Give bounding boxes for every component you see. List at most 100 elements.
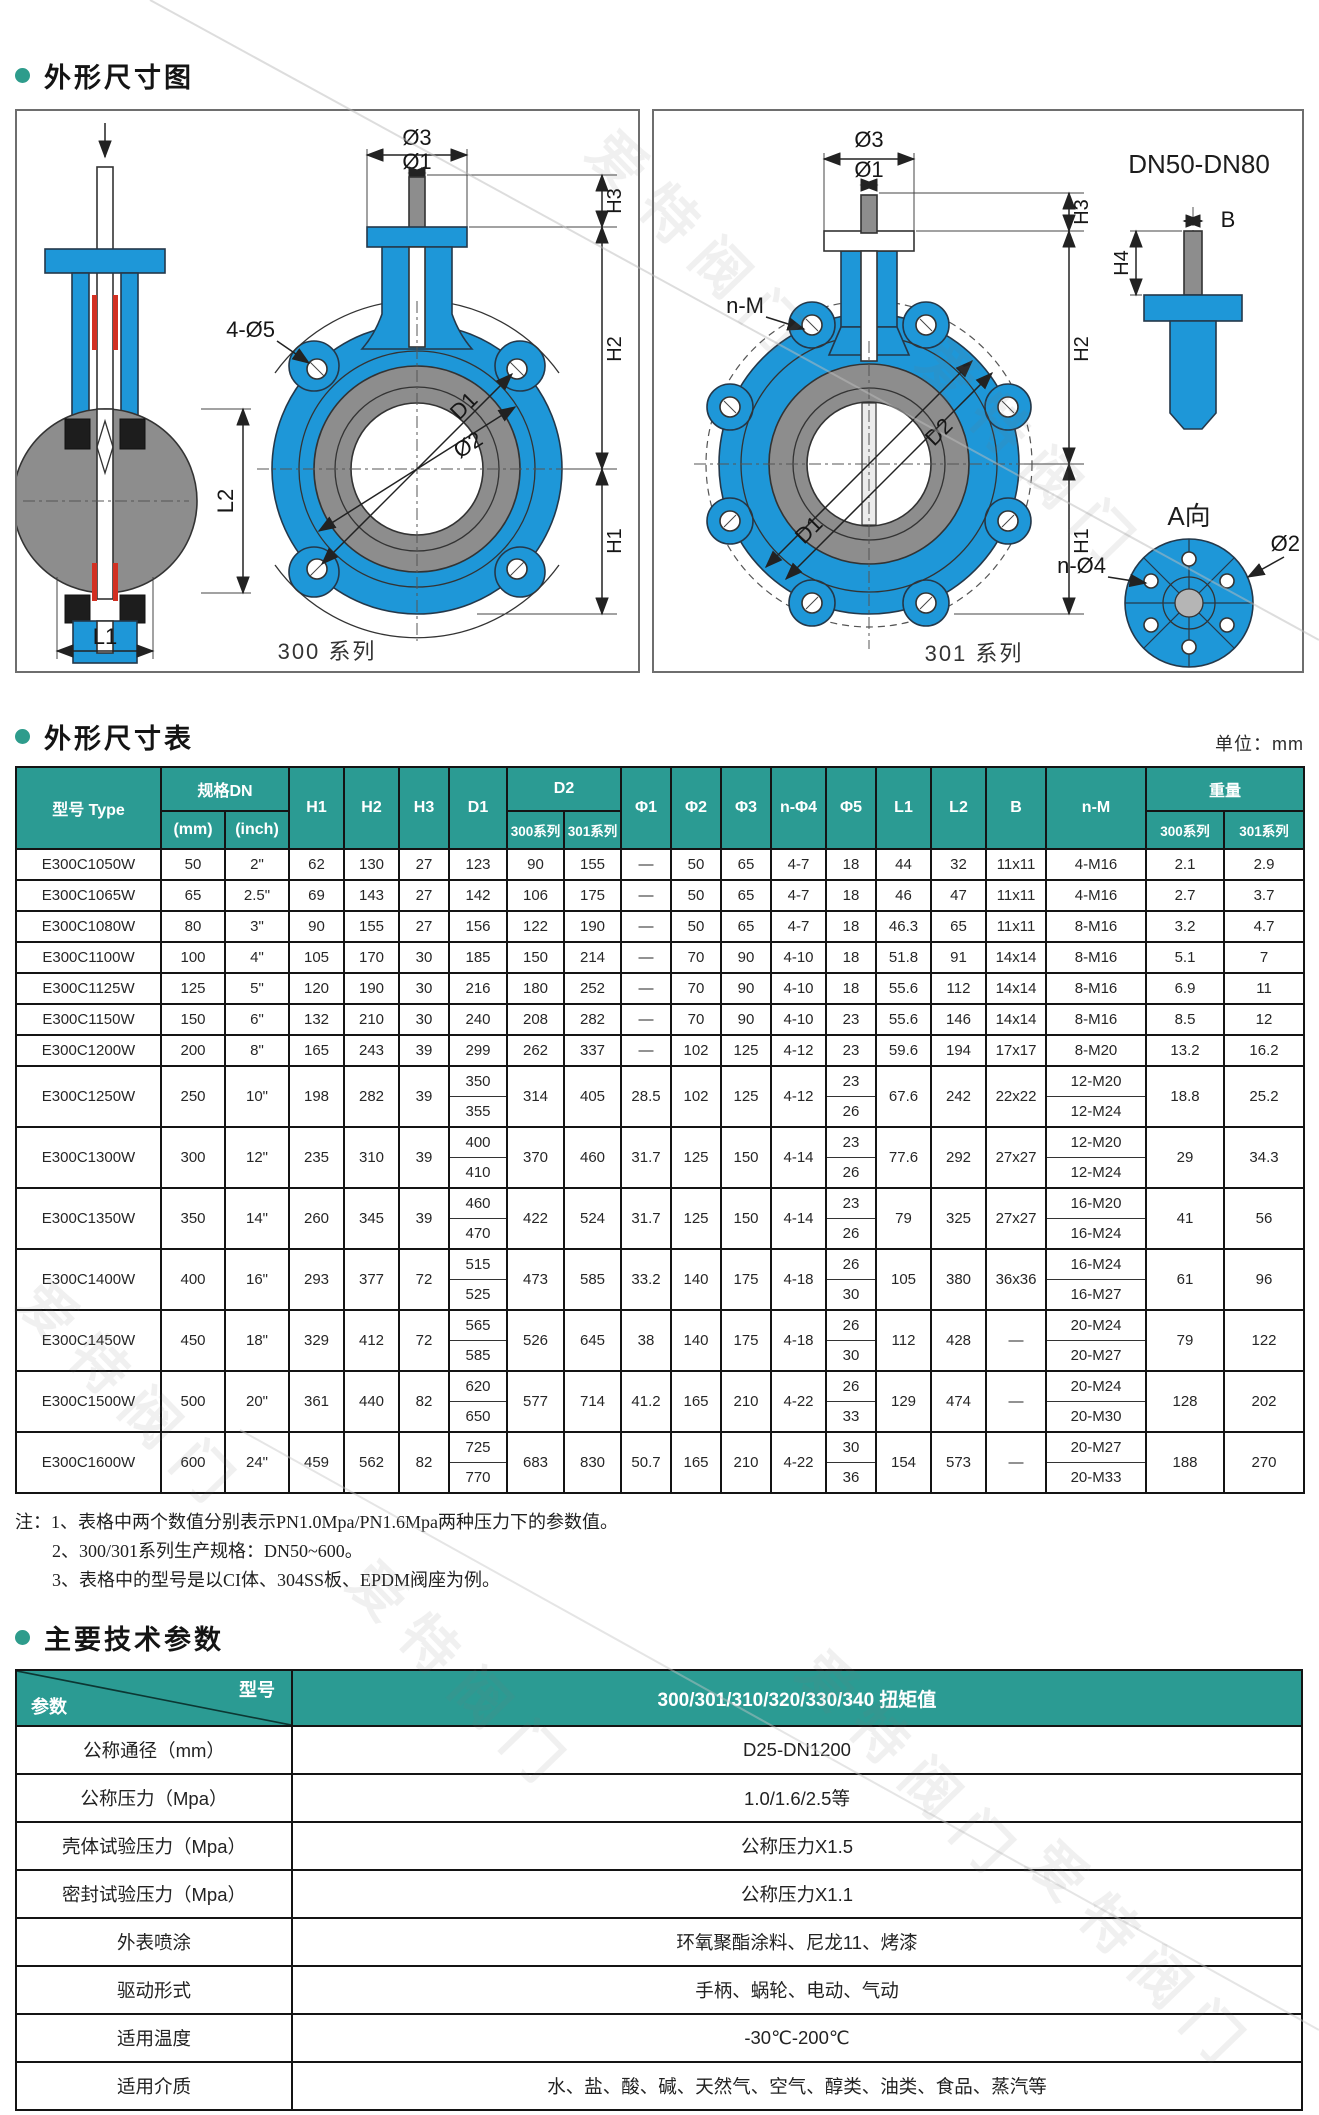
col-header-type: 型号 Type [15, 766, 162, 850]
dim-cell: 4-M16 [1045, 848, 1148, 881]
col-header-phi5: Φ5 [825, 766, 878, 850]
dim-cell: 79 [875, 1187, 933, 1250]
col-header-weight: 重量 [1145, 766, 1306, 812]
dim-label-l1: L1 [93, 624, 117, 649]
dim-cell: 50 [160, 848, 226, 881]
dim-cell: 577 [506, 1370, 565, 1433]
dim-row: E300C1125W 125 5" 120 190 30 216 180 252—70 90 4-1… [15, 972, 1306, 1005]
dim-cell: E300C1350W [15, 1187, 162, 1250]
dim-cell: 105 [875, 1248, 933, 1311]
dim-cell: 683 [506, 1431, 565, 1494]
dim-cell: 440 [343, 1370, 400, 1433]
dim-cell: 4.7 [1223, 910, 1306, 943]
dim-cell: 12-M24 [1045, 1157, 1148, 1189]
dim-table-title-text: 外形尺寸表 [44, 724, 194, 754]
dim-label-h2: H2 [604, 336, 626, 362]
col-header-phi3: Φ3 [720, 766, 773, 850]
tech-params-section-title: 主要技术参数 [15, 1618, 1304, 1657]
dim-cell: 125 [720, 1034, 773, 1067]
dim-cell: 143 [343, 879, 400, 912]
dim-cell: 405 [562, 1065, 623, 1128]
dim-cell: 146 [930, 1003, 988, 1036]
dim-cell: 20-M30 [1045, 1401, 1148, 1433]
dim-cell: 65 [930, 910, 988, 943]
dim-cell: 39 [398, 1034, 450, 1067]
dim-cell: 190 [562, 910, 623, 943]
dim-cell: 5" [224, 972, 290, 1005]
param-row: 公称压力（Mpa） 1.0/1.6/2.5等 [15, 1773, 1303, 1824]
dim-cell: 3.7 [1223, 879, 1306, 912]
dim-cell: 11x11 [985, 879, 1048, 912]
dim-cell: 235 [288, 1126, 345, 1189]
dim-cell: 585 [562, 1248, 623, 1311]
figure-301-series: Ø3 Ø1 [652, 109, 1304, 673]
dim-cell: E300C1065W [15, 879, 162, 912]
dim-cell: 422 [506, 1187, 565, 1250]
dim-cell: 450 [160, 1309, 226, 1372]
dim-cell: 525 [448, 1279, 508, 1311]
param-label: 适用温度 [15, 2013, 293, 2064]
dim-cell: 132 [288, 1003, 345, 1036]
dim-cell: 16" [224, 1248, 290, 1311]
section-bullet-icon [15, 729, 30, 744]
dim-cell: 27x27 [985, 1126, 1048, 1189]
dim-cell: 26 [825, 1096, 878, 1128]
dim-cell: 30 [825, 1431, 878, 1463]
param-row: 密封试验压力（Mpa） 公称压力X1.1 [15, 1869, 1303, 1920]
dim-cell: 8-M20 [1045, 1034, 1148, 1067]
dim-cell: 4-7 [770, 910, 828, 943]
dim-cell: 33.2 [620, 1248, 673, 1311]
dim-cell: 36 [825, 1462, 878, 1494]
dim-cell: 4-12 [770, 1065, 828, 1128]
figure-300-series: L2 L1 Ø3 Ø1 [15, 109, 640, 673]
dim-cell: 198 [288, 1065, 345, 1128]
dim-cell: 26 [825, 1248, 878, 1280]
dim-cell: — [620, 848, 673, 881]
dim-cell: 20-M24 [1045, 1370, 1148, 1402]
col-header-w-300: 300系列 [1145, 810, 1226, 850]
dim-cell: 7 [1223, 941, 1306, 974]
dim-cell: 50 [670, 910, 723, 943]
dim-cell: 69 [288, 879, 345, 912]
dim-cell: 314 [506, 1065, 565, 1128]
dim-cell: 18 [825, 941, 878, 974]
dim-cell: 90 [720, 1003, 773, 1036]
dim-cell: 180 [506, 972, 565, 1005]
dim-cell: E300C1500W [15, 1370, 162, 1433]
dim-cell: 292 [930, 1126, 988, 1189]
dim-cell: 46.3 [875, 910, 933, 943]
col-header-d2: D2 [505, 766, 623, 812]
param-value: -30℃-200℃ [291, 2013, 1303, 2064]
dim-cell: 620 [448, 1370, 508, 1402]
dim-cell: 770 [448, 1462, 508, 1494]
col-header-phi2: Φ2 [670, 766, 723, 850]
param-value: 公称压力X1.1 [291, 1869, 1303, 1920]
param-label: 壳体试验压力（Mpa） [15, 1821, 293, 1872]
dim-row: E300C1250W 250 10" 198 282 39 350 314 405 28.5 102… [15, 1065, 1306, 1128]
header-param-label: 参数 [31, 1697, 67, 1718]
col-header-nm: n-M [1045, 766, 1148, 850]
dim-cell: 65 [720, 848, 773, 881]
dim-cell: 4-10 [770, 941, 828, 974]
param-label: 公称通径（mm） [15, 1725, 293, 1776]
dim-label-h3: H3 [604, 188, 626, 214]
dim-cell: E300C1100W [15, 941, 162, 974]
figure-300-caption: 300 系列 [278, 639, 377, 664]
dim-cell: 14x14 [985, 972, 1048, 1005]
dim-cell: 154 [875, 1431, 933, 1494]
dim-cell: 62 [288, 848, 345, 881]
dim-cell: 150 [506, 941, 565, 974]
param-row: 适用介质 水、盐、酸、碱、天然气、空气、醇类、油类、食品、蒸汽等 [15, 2061, 1303, 2112]
dim-cell: 526 [506, 1309, 565, 1372]
dim-row: E300C1150W 150 6" 132 210 30 240 208 282—70 90 4-1… [15, 1003, 1306, 1036]
dim-cell: 55.6 [875, 1003, 933, 1036]
param-value: 公称压力X1.5 [291, 1821, 1303, 1872]
dim-cell: — [985, 1431, 1048, 1494]
dim-cell: 470 [448, 1218, 508, 1250]
dim-cell: 16-M24 [1045, 1248, 1148, 1280]
dim-cell: 18 [825, 910, 878, 943]
dim-cell: 12-M20 [1045, 1126, 1148, 1158]
dim-cell: 500 [160, 1370, 226, 1433]
dim-cell: 156 [448, 910, 508, 943]
a-direction-view: A向 n-Ø4 [1057, 501, 1300, 668]
